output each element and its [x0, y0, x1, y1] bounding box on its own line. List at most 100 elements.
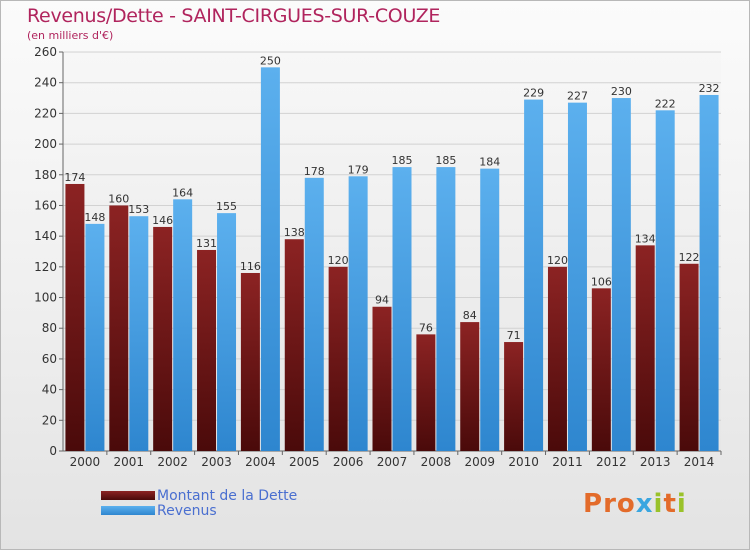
- bar-debt: [504, 342, 524, 451]
- data-label-debt: 94: [375, 294, 389, 307]
- x-tick-label: 2000: [70, 455, 101, 469]
- x-tick-label: 2009: [464, 455, 495, 469]
- y-tick-label: 140: [34, 229, 57, 243]
- logo-letter: i: [653, 489, 664, 519]
- chart-title: Revenus/Dette - SAINT-CIRGUES-SUR-COUZE: [27, 5, 441, 27]
- data-label-debt: 122: [679, 251, 700, 264]
- x-tick-label: 2008: [421, 455, 452, 469]
- logo-letter: r: [603, 489, 617, 519]
- bar-debt: [679, 263, 699, 451]
- bar-revenue: [217, 213, 237, 451]
- bar-revenue: [655, 110, 675, 452]
- data-label-debt: 138: [284, 226, 305, 239]
- data-label-revenue: 185: [435, 154, 456, 167]
- bar-revenue: [260, 67, 280, 451]
- legend-label-debt: Montant de la Dette: [157, 487, 298, 504]
- x-tick-label: 2001: [114, 455, 145, 469]
- y-tick-label: 20: [42, 413, 57, 427]
- data-label-debt: 76: [419, 321, 433, 334]
- data-label-revenue: 222: [655, 97, 676, 110]
- bar-debt: [65, 183, 85, 451]
- x-tick-label: 2011: [552, 455, 583, 469]
- data-label-revenue: 230: [611, 85, 632, 98]
- chart-subtitle: (en milliers d'€): [27, 29, 114, 42]
- bar-revenue: [436, 167, 456, 451]
- bar-revenue: [480, 168, 500, 451]
- data-label-revenue: 179: [348, 163, 369, 176]
- data-label-revenue: 155: [216, 200, 237, 213]
- x-tick-label: 2012: [596, 455, 627, 469]
- bar-revenue: [173, 199, 193, 451]
- plot-area: [63, 52, 721, 451]
- bar-debt: [153, 226, 173, 451]
- y-tick-label: 200: [34, 137, 57, 151]
- logo-letter: o: [616, 489, 636, 519]
- bar-debt: [284, 239, 304, 451]
- bar-revenue: [129, 216, 149, 451]
- data-label-debt: 160: [108, 192, 129, 205]
- bar-debt: [197, 249, 217, 451]
- bar-debt: [109, 205, 129, 451]
- bar-debt: [372, 306, 392, 451]
- data-label-revenue: 164: [172, 186, 193, 199]
- data-label-debt: 71: [507, 329, 521, 342]
- x-tick-label: 2003: [201, 455, 232, 469]
- bar-debt: [547, 266, 567, 451]
- data-label-revenue: 227: [567, 90, 588, 103]
- x-tick-label: 2004: [245, 455, 276, 469]
- logo-letter: P: [583, 489, 604, 519]
- data-label-revenue: 178: [304, 165, 325, 178]
- bar-debt: [460, 322, 480, 451]
- data-label-debt: 120: [547, 254, 568, 267]
- bar-debt: [416, 334, 436, 451]
- data-label-debt: 174: [64, 171, 85, 184]
- data-label-revenue: 229: [523, 87, 544, 100]
- bar-debt: [328, 266, 348, 451]
- y-tick-label: 260: [34, 45, 57, 59]
- data-label-debt: 84: [463, 309, 477, 322]
- x-tick-label: 2014: [684, 455, 715, 469]
- bar-revenue: [524, 99, 544, 452]
- x-tick-label: 2005: [289, 455, 320, 469]
- data-label-debt: 146: [152, 214, 173, 227]
- x-tick-label: 2002: [157, 455, 188, 469]
- logo-letter: i: [676, 489, 687, 519]
- y-tick-label: 80: [42, 321, 57, 335]
- data-label-revenue: 153: [128, 203, 149, 216]
- legend-item-debt: Montant de la Dette: [101, 487, 298, 504]
- bar-revenue: [304, 177, 324, 452]
- legend-swatch-debt: [101, 491, 155, 500]
- logo-letter: t: [663, 489, 677, 519]
- bar-revenue: [567, 102, 587, 452]
- data-label-revenue: 185: [392, 154, 413, 167]
- bar-revenue: [611, 98, 631, 452]
- y-tick-label: 60: [42, 352, 57, 366]
- legend-label-revenue: Revenus: [157, 502, 217, 519]
- bar-revenue: [392, 167, 412, 451]
- logo-letter: x: [635, 489, 654, 519]
- data-label-debt: 131: [196, 237, 217, 250]
- x-tick-label: 2006: [333, 455, 364, 469]
- y-tick-label: 120: [34, 260, 57, 274]
- data-label-revenue: 148: [84, 211, 105, 224]
- bar-revenue: [699, 94, 719, 451]
- bar-debt: [635, 245, 655, 451]
- legend-item-revenue: Revenus: [101, 502, 297, 519]
- legend: Montant de la Dette Revenus: [101, 487, 298, 519]
- y-tick-label: 0: [49, 444, 57, 458]
- data-label-revenue: 250: [260, 54, 281, 67]
- x-tick-label: 2013: [640, 455, 671, 469]
- data-label-debt: 134: [635, 232, 656, 245]
- data-label-revenue: 184: [479, 156, 500, 169]
- data-label-revenue: 232: [699, 82, 720, 95]
- y-tick-label: 40: [42, 383, 57, 397]
- y-tick-label: 180: [34, 168, 57, 182]
- y-tick-label: 220: [34, 106, 57, 120]
- x-tick-label: 2007: [377, 455, 408, 469]
- bar-revenue: [348, 176, 368, 452]
- legend-swatch-revenue: [101, 506, 155, 515]
- x-tick-label: 2010: [508, 455, 539, 469]
- bar-debt: [591, 288, 611, 451]
